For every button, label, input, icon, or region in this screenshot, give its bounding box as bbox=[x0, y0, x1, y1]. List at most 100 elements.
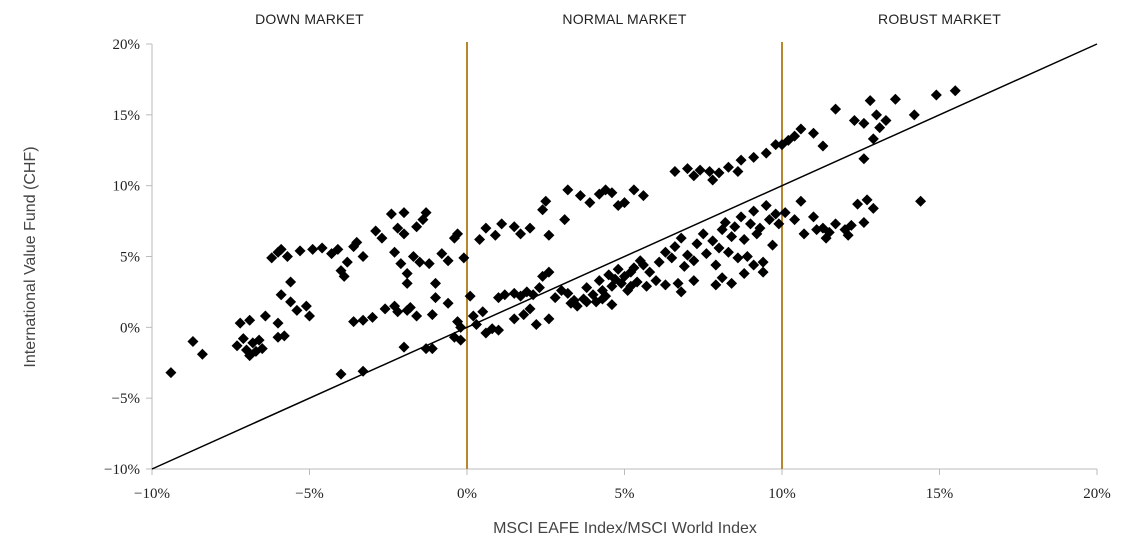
data-point bbox=[675, 232, 687, 244]
data-point bbox=[830, 103, 842, 115]
data-point bbox=[244, 314, 256, 326]
data-point bbox=[710, 279, 722, 291]
data-point bbox=[757, 256, 769, 268]
data-point bbox=[392, 306, 404, 318]
data-point bbox=[874, 122, 886, 134]
data-point bbox=[256, 343, 268, 355]
data-point bbox=[889, 93, 901, 105]
data-point bbox=[682, 249, 693, 261]
data-point bbox=[187, 336, 199, 347]
data-point bbox=[930, 89, 942, 101]
data-point bbox=[467, 310, 479, 322]
data-point bbox=[508, 313, 520, 325]
data-point bbox=[593, 275, 605, 287]
x-axis-title: MSCI EAFE Index/MSCI World Index bbox=[493, 520, 757, 537]
data-point bbox=[455, 321, 467, 333]
data-point bbox=[562, 184, 574, 196]
data-point bbox=[732, 166, 744, 177]
data-point bbox=[606, 299, 618, 311]
data-point bbox=[845, 219, 857, 231]
data-point bbox=[770, 139, 782, 151]
data-point bbox=[867, 202, 879, 214]
data-point bbox=[464, 290, 476, 302]
x-tick-label: 20% bbox=[1083, 486, 1111, 502]
data-point bbox=[707, 235, 719, 247]
data-point bbox=[304, 310, 315, 322]
data-point bbox=[278, 330, 290, 342]
data-point bbox=[763, 214, 775, 226]
data-point bbox=[757, 266, 769, 278]
data-point bbox=[748, 151, 760, 163]
data-point bbox=[669, 166, 681, 177]
data-point bbox=[682, 163, 693, 175]
data-point bbox=[376, 232, 388, 244]
data-point bbox=[401, 277, 413, 289]
data-point bbox=[234, 317, 246, 329]
x-tick-label: −10% bbox=[134, 486, 170, 502]
data-point bbox=[581, 282, 593, 294]
data-point bbox=[675, 286, 687, 298]
data-point bbox=[770, 208, 782, 220]
data-point bbox=[426, 343, 438, 355]
data-point bbox=[543, 229, 555, 241]
data-point bbox=[619, 197, 630, 209]
data-point bbox=[861, 194, 873, 206]
reference-line bbox=[151, 43, 1098, 470]
data-point bbox=[848, 115, 860, 126]
data-point bbox=[767, 239, 779, 251]
data-point bbox=[789, 214, 801, 226]
y-tick-label: 5% bbox=[120, 250, 140, 266]
data-point bbox=[650, 275, 662, 287]
data-point bbox=[612, 263, 624, 275]
axes: 20% 15% 10% 5% 0% −5% −10% −10% −5% 0% 5% 10% 15% 20% bbox=[104, 37, 1111, 502]
data-point bbox=[949, 85, 961, 97]
data-point bbox=[722, 246, 734, 258]
data-point bbox=[231, 340, 243, 352]
data-point bbox=[370, 225, 382, 237]
data-point bbox=[795, 123, 807, 135]
data-point bbox=[688, 170, 700, 182]
data-point bbox=[275, 243, 287, 255]
data-point bbox=[726, 277, 738, 289]
data-point bbox=[237, 333, 249, 345]
data-point bbox=[574, 190, 586, 202]
data-point bbox=[858, 117, 870, 129]
data-point bbox=[285, 276, 297, 288]
data-point bbox=[697, 228, 709, 240]
data-point bbox=[559, 214, 571, 226]
data-point bbox=[499, 289, 511, 301]
data-point bbox=[367, 311, 378, 323]
data-point bbox=[858, 217, 870, 228]
data-point bbox=[411, 310, 423, 322]
data-point bbox=[316, 242, 328, 254]
region-label: ROBUST MARKET bbox=[878, 11, 1001, 27]
data-point bbox=[398, 228, 410, 240]
data-point bbox=[401, 268, 413, 279]
data-point bbox=[533, 282, 545, 294]
data-point bbox=[253, 334, 265, 346]
data-point bbox=[458, 252, 470, 264]
data-point bbox=[442, 255, 454, 267]
data-point bbox=[732, 252, 744, 264]
data-point bbox=[795, 195, 807, 207]
data-point bbox=[798, 228, 810, 240]
data-point bbox=[915, 195, 927, 207]
data-point bbox=[628, 184, 640, 196]
y-tick-label: −5% bbox=[112, 391, 140, 407]
data-point bbox=[307, 243, 319, 255]
data-point bbox=[250, 345, 262, 357]
data-point bbox=[659, 246, 671, 258]
data-point bbox=[625, 280, 637, 292]
data-point bbox=[678, 260, 690, 272]
data-point bbox=[653, 256, 665, 268]
data-point bbox=[735, 154, 747, 166]
data-point bbox=[738, 234, 750, 245]
data-point bbox=[524, 303, 536, 315]
data-point bbox=[864, 95, 876, 107]
data-point bbox=[414, 256, 426, 268]
data-point bbox=[704, 166, 716, 177]
data-point bbox=[426, 309, 438, 321]
data-point bbox=[754, 222, 766, 234]
data-point bbox=[537, 204, 549, 216]
data-point bbox=[196, 348, 208, 360]
